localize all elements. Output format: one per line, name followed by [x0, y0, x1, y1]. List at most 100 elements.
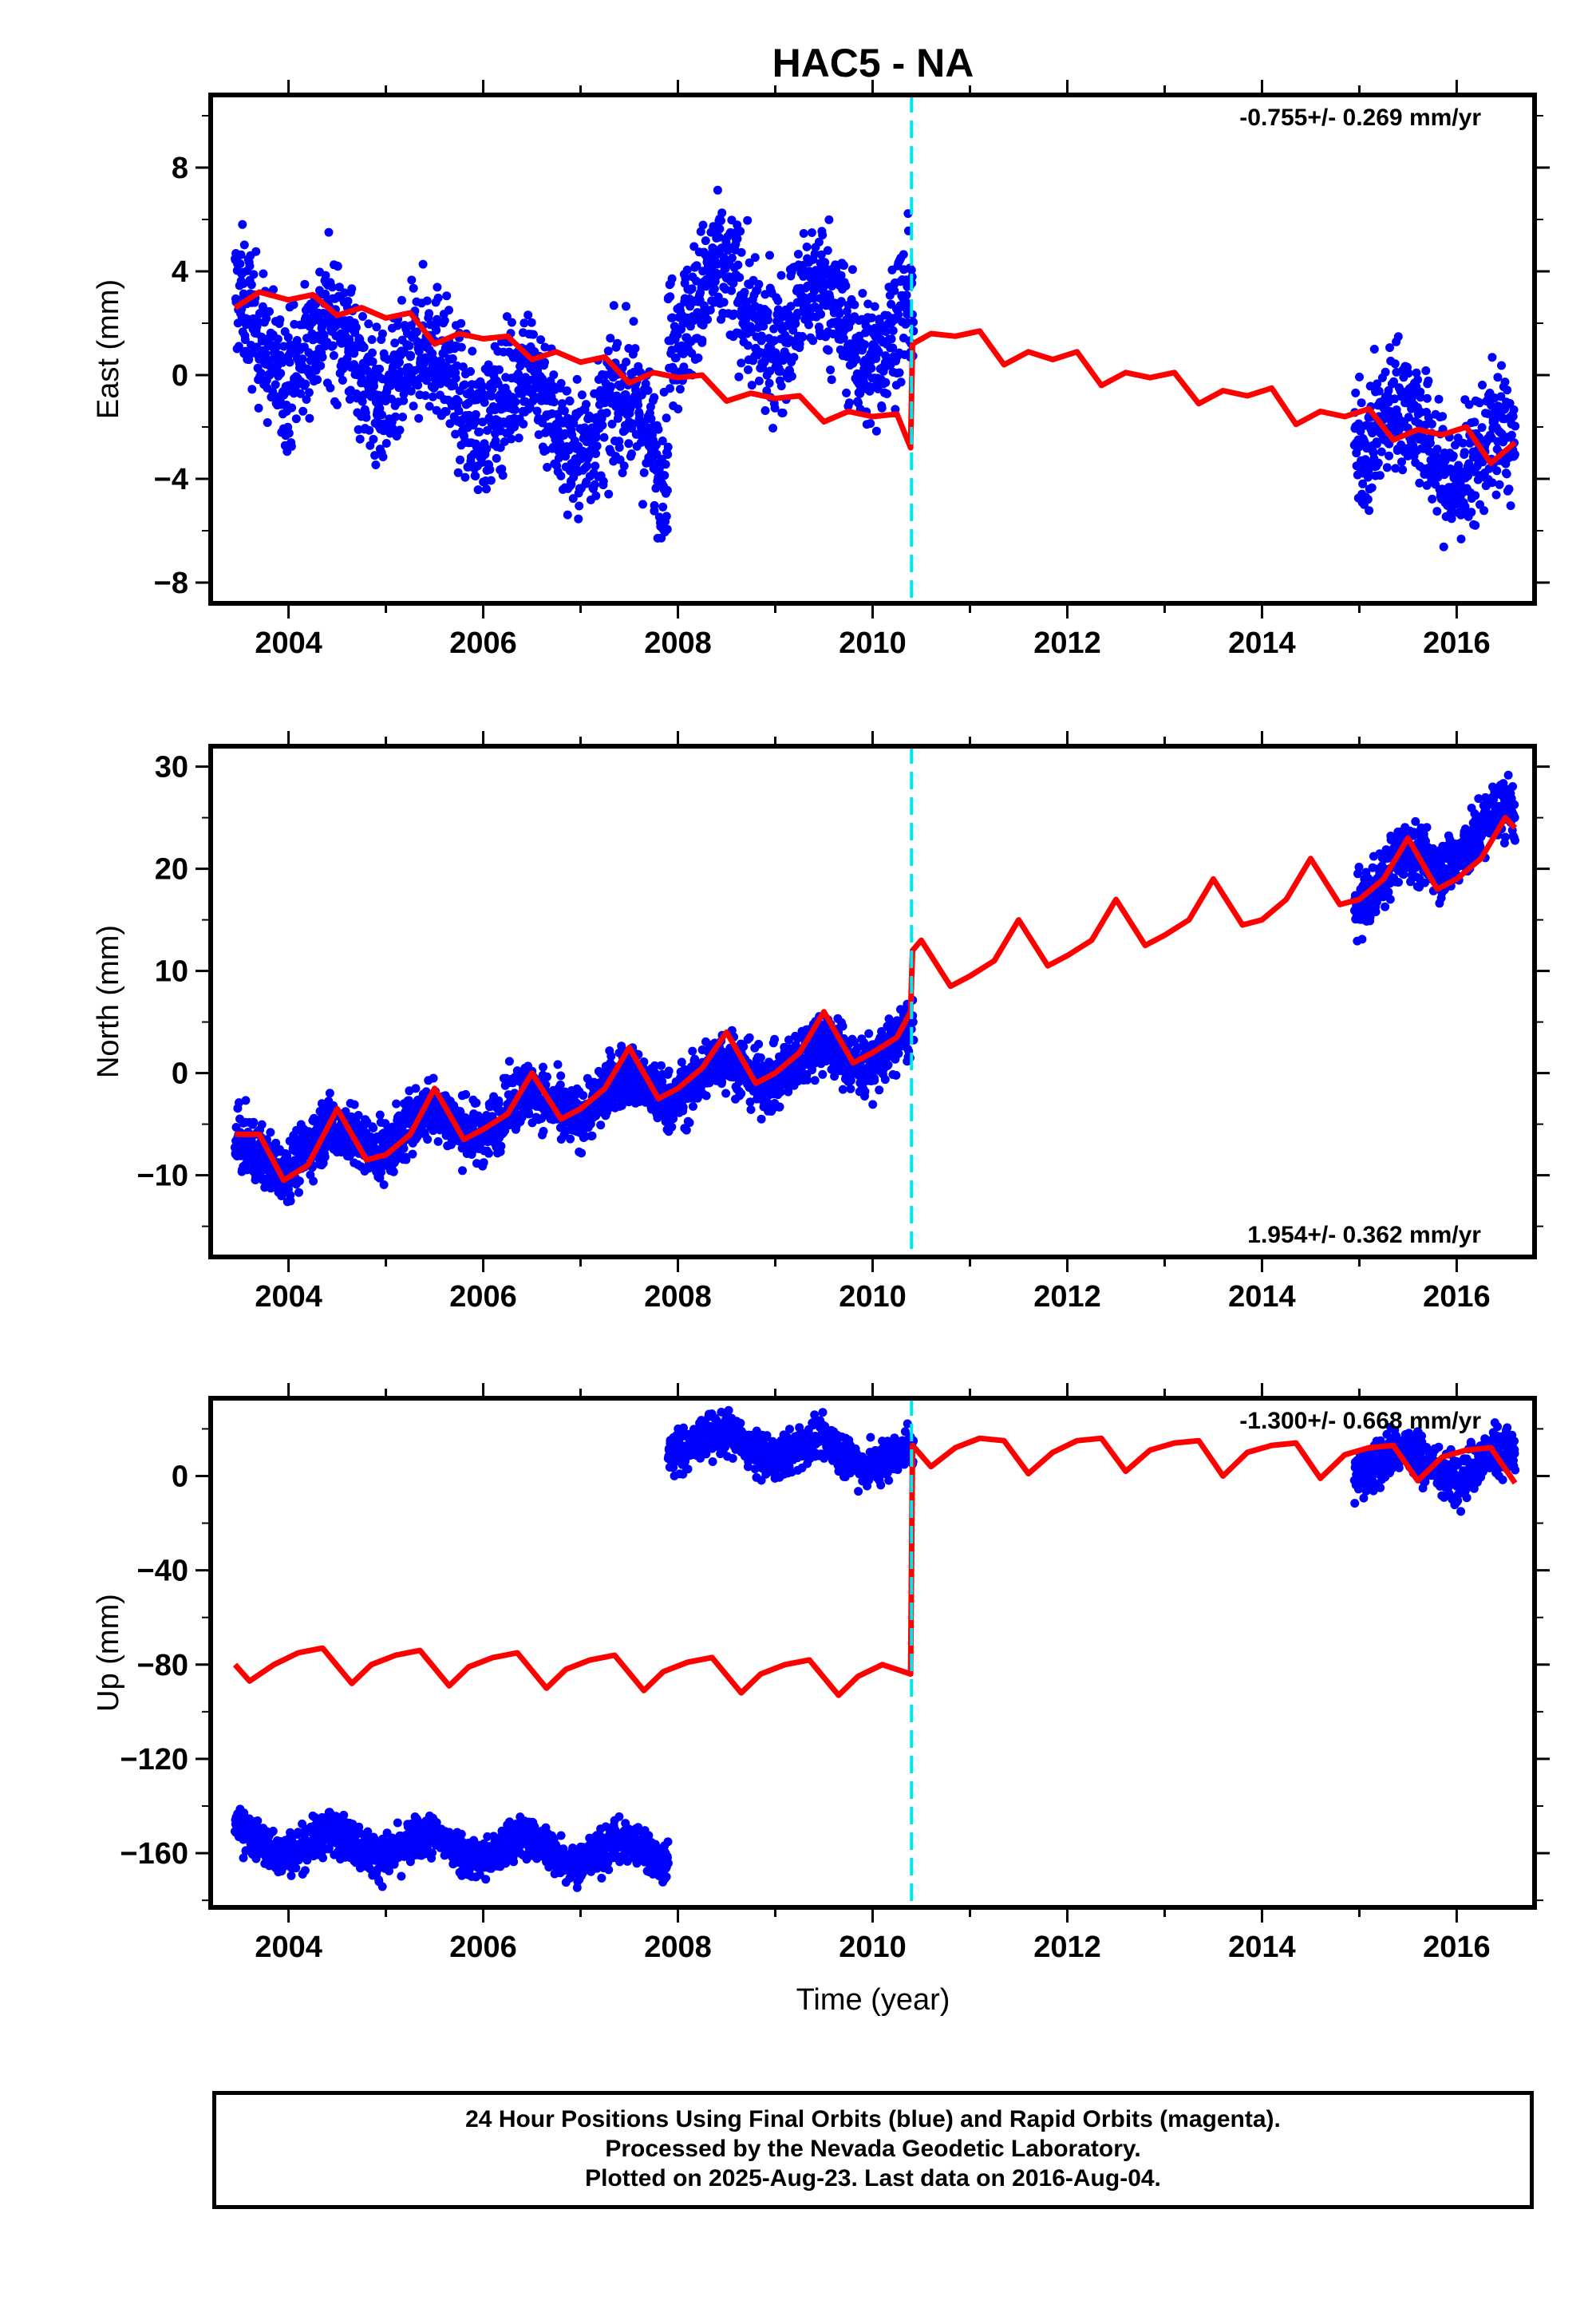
- data-point: [298, 406, 308, 416]
- data-point: [1510, 449, 1519, 459]
- data-point: [883, 389, 891, 398]
- data-point: [371, 460, 381, 469]
- data-point: [902, 290, 911, 300]
- data-point: [558, 399, 567, 409]
- data-point: [689, 242, 699, 251]
- data-point: [1420, 420, 1430, 429]
- data-point: [563, 510, 572, 520]
- data-point: [309, 1176, 318, 1186]
- data-point: [504, 1057, 514, 1066]
- data-point: [824, 215, 834, 224]
- data-point: [404, 1096, 413, 1105]
- data-point: [559, 406, 569, 416]
- data-point: [709, 284, 719, 294]
- data-point: [478, 417, 488, 427]
- data-point: [302, 395, 311, 404]
- data-point: [519, 318, 529, 328]
- data-point: [482, 484, 491, 494]
- panel-north: 2004 2006 2008 2010 2012 2014 2016−100102030No…: [92, 731, 1550, 1314]
- data-point: [1434, 394, 1444, 404]
- data-point: [743, 341, 753, 350]
- data-point: [894, 1049, 903, 1058]
- data-point: [370, 451, 380, 460]
- data-point: [788, 326, 798, 335]
- data-point: [414, 347, 424, 356]
- data-point: [271, 1138, 281, 1148]
- data-point: [432, 326, 441, 335]
- data-point: [894, 310, 903, 319]
- data-point: [454, 406, 464, 416]
- data-point: [479, 1158, 488, 1168]
- data-point: [325, 1089, 334, 1098]
- data-point: [484, 1148, 493, 1158]
- data-point: [818, 1069, 828, 1079]
- data-point: [671, 354, 681, 362]
- data-point: [677, 1057, 686, 1067]
- data-point: [899, 250, 908, 259]
- data-point: [528, 396, 538, 405]
- data-point: [507, 434, 516, 444]
- data-point: [703, 314, 713, 324]
- data-point: [836, 271, 846, 280]
- data-point: [820, 258, 830, 267]
- data-point: [770, 1034, 780, 1044]
- data-point: [549, 397, 559, 407]
- data-point: [650, 1061, 659, 1070]
- data-point: [895, 368, 904, 377]
- data-point: [572, 374, 582, 384]
- data-point: [754, 376, 764, 385]
- data-point: [350, 1100, 359, 1109]
- data-point: [326, 383, 335, 393]
- data-point: [1505, 399, 1515, 408]
- data-point: [667, 274, 677, 283]
- data-point: [698, 220, 708, 230]
- data-point: [283, 333, 293, 342]
- data-point: [681, 1125, 691, 1135]
- data-point: [1456, 534, 1466, 543]
- data-point: [641, 379, 650, 389]
- data-point: [606, 382, 616, 391]
- y-tick-label: 4: [172, 255, 188, 289]
- data-point: [745, 1033, 754, 1042]
- data-point: [1411, 816, 1420, 826]
- data-point: [681, 274, 690, 283]
- data-point: [1439, 542, 1448, 551]
- data-point: [294, 1188, 303, 1197]
- data-point: [1385, 451, 1394, 460]
- data-point: [498, 471, 508, 480]
- data-point: [369, 434, 378, 444]
- data-point: [412, 327, 421, 337]
- data-point: [622, 302, 630, 311]
- data-point: [238, 219, 247, 229]
- data-point: [395, 358, 404, 367]
- data-point: [1451, 441, 1460, 450]
- data-point: [747, 381, 757, 390]
- data-point: [460, 380, 469, 389]
- data-point: [1406, 877, 1416, 887]
- data-point: [574, 514, 583, 524]
- data-point: [714, 232, 724, 242]
- data-point: [556, 1071, 566, 1081]
- data-point: [776, 381, 786, 391]
- data-point: [408, 1149, 417, 1159]
- data-point: [575, 501, 584, 511]
- data-point: [638, 500, 647, 509]
- data-point: [666, 384, 674, 393]
- data-point: [1424, 376, 1433, 385]
- data-point: [495, 365, 504, 374]
- data-point: [300, 279, 310, 289]
- data-point: [795, 339, 804, 349]
- data-point: [520, 397, 530, 406]
- data-point: [701, 1091, 711, 1101]
- data-point: [1371, 907, 1381, 916]
- data-point: [851, 354, 861, 364]
- data-point: [613, 338, 622, 348]
- data-point: [793, 250, 803, 259]
- data-point: [298, 354, 307, 364]
- data-point: [456, 342, 466, 352]
- data-point: [421, 391, 430, 401]
- data-point: [456, 455, 464, 464]
- data-point: [249, 270, 259, 279]
- data-point: [1391, 464, 1400, 473]
- data-point: [764, 378, 774, 388]
